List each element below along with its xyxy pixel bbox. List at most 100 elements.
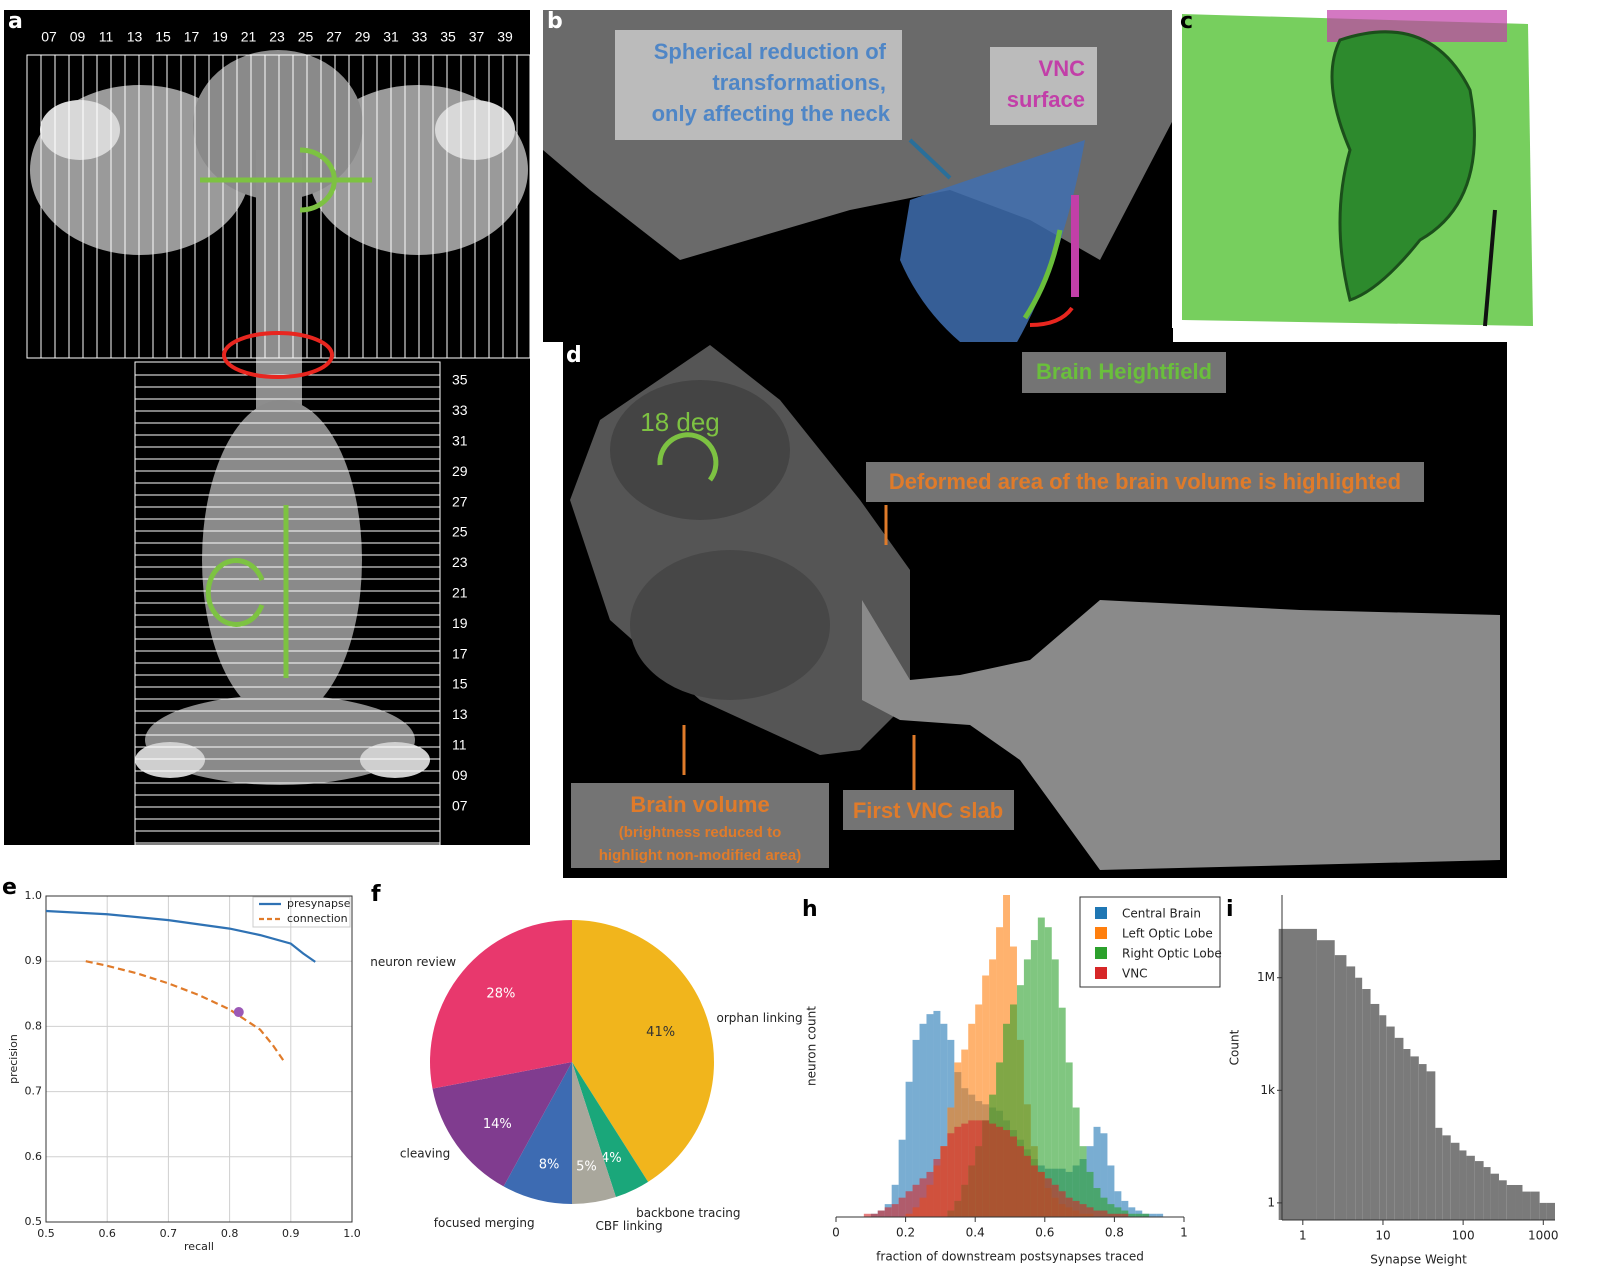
histogram-bar: [1051, 959, 1059, 1217]
slab-label: 11: [99, 29, 114, 45]
panel-b: Spherical reduction of transformations, …: [543, 9, 1173, 370]
slab-label: 21: [452, 585, 468, 601]
x-tick-label: 0.9: [282, 1227, 300, 1240]
slab-label: 29: [452, 463, 468, 479]
annotation-box: [866, 462, 1424, 502]
category-label: focused merging: [434, 1216, 535, 1230]
histogram-bar: [1023, 1155, 1031, 1217]
histogram-bar: [905, 1191, 913, 1217]
y-tick-label: 1k: [1260, 1083, 1275, 1097]
panel-label: c: [1180, 9, 1193, 34]
slab-label: 37: [469, 29, 485, 45]
annotation: highlight non-modified area): [599, 847, 802, 864]
histogram-bar: [996, 1126, 1004, 1217]
y-axis-label: precision: [7, 1034, 20, 1084]
slab-label: 27: [452, 493, 468, 509]
annotation-box: [571, 783, 829, 868]
histogram-bar: [933, 1010, 941, 1217]
histogram-bar: [1079, 1204, 1087, 1217]
legend-swatch: [1095, 927, 1107, 939]
histogram-bar: [1114, 1213, 1122, 1217]
y-tick-label: 0.9: [25, 954, 43, 967]
histogram-bar: [1037, 1171, 1045, 1217]
annotation: Brain volume: [630, 792, 769, 817]
x-tick-label: 0.5: [37, 1227, 55, 1240]
panel-label: a: [8, 9, 23, 34]
histogram-bar: [1474, 1161, 1484, 1220]
histogram-bar: [1546, 1202, 1555, 1220]
slab-label: 09: [70, 29, 86, 45]
panel-d: 18 deg Deformed area of the brain volume…: [563, 342, 1507, 878]
x-tick-label: 0.2: [896, 1226, 915, 1240]
histogram-bar: [1515, 1184, 1523, 1220]
y-tick-label: 0.5: [25, 1215, 43, 1228]
annotation: First VNC slab: [853, 798, 1003, 823]
slab-label: 11: [452, 737, 467, 753]
category-label: neuron review: [370, 955, 456, 969]
brain-lobe: [610, 380, 790, 520]
y-tick-label: 1M: [1257, 970, 1275, 984]
x-tick-label: 10: [1375, 1229, 1390, 1243]
histogram-bar: [1135, 1213, 1143, 1217]
plot-frame: [45, 895, 353, 1223]
charts: e 0.5 0.6 0.7 0.8 0.9 1.0 0.5 0.6 0.7 0.8 0.9 1.0 rec…: [2, 875, 1559, 1267]
histogram-bar: [1386, 1026, 1395, 1220]
histogram-bar: [1107, 1204, 1115, 1217]
panel-label: b: [547, 9, 563, 34]
category-label: backbone tracing: [636, 1206, 740, 1220]
histogram-bar: [1086, 1171, 1094, 1217]
slab-label: 31: [383, 29, 399, 45]
panel-a: a 07 09 11 13 15 17 19 21 23 25 27 29 31 33 35 37 39 35 33…: [4, 9, 531, 846]
annotation-box: [615, 30, 902, 140]
slab-label: 19: [452, 615, 468, 631]
pointer-arrow: [908, 138, 952, 180]
slab-label: 13: [127, 29, 143, 45]
histogram-bar: [1003, 1130, 1010, 1217]
panel-c: c: [1172, 9, 1535, 328]
x-tick-label: 0.8: [1105, 1226, 1124, 1240]
histogram-bar: [975, 1004, 983, 1217]
annotation: 18 deg: [640, 407, 720, 437]
histogram-bar: [1278, 928, 1317, 1220]
legend-swatch: [1095, 947, 1107, 959]
x-tick-label: 1000: [1528, 1229, 1559, 1243]
histogram-bar: [1121, 1213, 1129, 1217]
rotation-arrow: [657, 432, 719, 482]
histogram-bar: [926, 1014, 934, 1217]
red-arrow: [1029, 306, 1074, 327]
histogram-bar: [1010, 1136, 1017, 1217]
histogram-bar: [1058, 1191, 1066, 1217]
annotation: surface: [1007, 87, 1085, 112]
annotation-box: [990, 47, 1097, 125]
histogram-bar: [1065, 1197, 1073, 1217]
histogram-bar: [1459, 1150, 1467, 1220]
annotation: Spherical reduction of: [654, 39, 887, 64]
slab-label: 19: [212, 29, 228, 45]
y-tick-label: 0.7: [25, 1085, 43, 1098]
pie-slice: [572, 920, 714, 1182]
annotation: Brain Heightfield: [1036, 359, 1212, 384]
panel-label: e: [2, 875, 17, 900]
histogram-bar: [1394, 1037, 1404, 1220]
legend-label: connection: [287, 912, 348, 925]
histogram-bar: [884, 1207, 892, 1217]
slab-label: 17: [452, 645, 468, 661]
histogram-bar: [1498, 1180, 1507, 1220]
pie-slice: [430, 920, 572, 1089]
x-tick-label: 0.4: [966, 1226, 985, 1240]
annotation: Deformed area of the brain volume is hig…: [889, 469, 1401, 494]
pie-slice: [572, 1062, 616, 1204]
histogram-bar: [961, 1123, 969, 1217]
histogram-bar: [912, 1184, 920, 1217]
histogram-bar: [1016, 985, 1024, 1217]
pie-slice: [572, 1062, 649, 1198]
x-tick-label: 0.6: [1035, 1226, 1054, 1240]
slab-label: 23: [269, 29, 285, 45]
value-label: 8%: [539, 1158, 560, 1173]
histogram-bar: [1370, 1003, 1380, 1220]
slab-label: 39: [497, 29, 513, 45]
slab-label: 35: [440, 29, 456, 45]
x-tick-label: 0.7: [160, 1227, 178, 1240]
histogram-bar: [1539, 1202, 1547, 1220]
